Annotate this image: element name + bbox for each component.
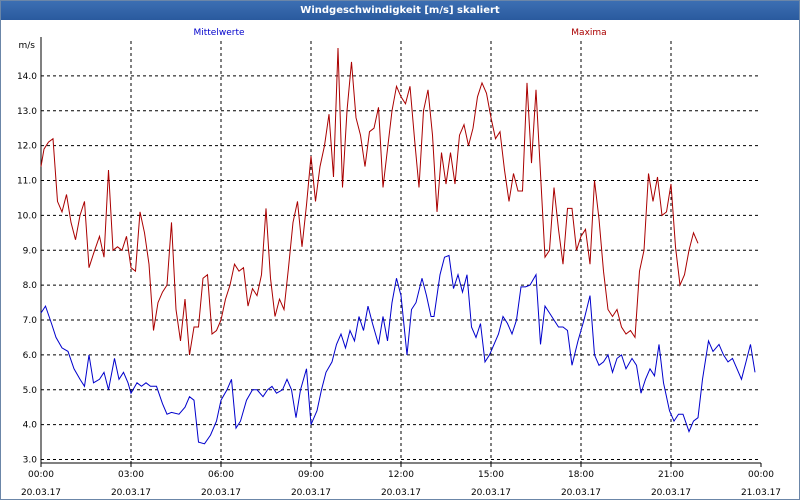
- x-tick-date: 20.03.17: [471, 488, 511, 498]
- y-tick-label: 8.0: [23, 281, 38, 291]
- x-tick-date: 21.03.17: [741, 488, 781, 498]
- x-tick-time: 18:00: [568, 470, 594, 480]
- series-line-maxima: [40, 47, 699, 355]
- y-tick-label: 13.0: [17, 107, 37, 117]
- y-tick-label: 3.0: [23, 456, 38, 466]
- x-tick-date: 20.03.17: [291, 488, 331, 498]
- x-tick-date: 20.03.17: [651, 488, 691, 498]
- y-tick-label: 5.0: [23, 386, 38, 396]
- legend-mittelwerte: Mittelwerte: [193, 28, 244, 38]
- y-tick-label: 9.0: [23, 246, 38, 256]
- y-tick-label: 4.0: [23, 421, 38, 431]
- x-tick-date: 20.03.17: [21, 488, 61, 498]
- y-tick-label: 11.0: [17, 177, 37, 187]
- x-tick-time: 15:00: [478, 470, 504, 480]
- y-tick-label: 7.0: [23, 316, 38, 326]
- x-tick-date: 20.03.17: [381, 488, 421, 498]
- wind-speed-chart: 3.0 4.0 5.0 6.0 7.0 8.0 9.0 10.0 11.0 12.0 13.0 14.…: [17, 28, 781, 498]
- y-tick-label: 14.0: [17, 72, 37, 82]
- x-tick-time: 03:00: [118, 470, 144, 480]
- window-title: Windgeschwindigkeit [m/s] skaliert: [1, 1, 799, 20]
- x-tick-time: 12:00: [388, 470, 414, 480]
- y-tick-label: 6.0: [23, 351, 38, 361]
- x-tick-time: 21:00: [658, 470, 684, 480]
- x-tick-date: 20.03.17: [561, 488, 601, 498]
- x-tick-time: 00:00: [748, 470, 774, 480]
- x-tick-time: 06:00: [208, 470, 234, 480]
- x-tick-time: 00:00: [28, 470, 54, 480]
- y-axis-label: m/s: [19, 41, 36, 51]
- x-tick-date: 20.03.17: [111, 488, 151, 498]
- legend-maxima: Maxima: [571, 28, 606, 38]
- y-tick-label: 10.0: [17, 211, 37, 221]
- x-tick-time: 09:00: [298, 470, 324, 480]
- series-line-mittelwerte: [40, 254, 756, 445]
- y-tick-label: 12.0: [17, 142, 37, 152]
- x-tick-date: 20.03.17: [201, 488, 241, 498]
